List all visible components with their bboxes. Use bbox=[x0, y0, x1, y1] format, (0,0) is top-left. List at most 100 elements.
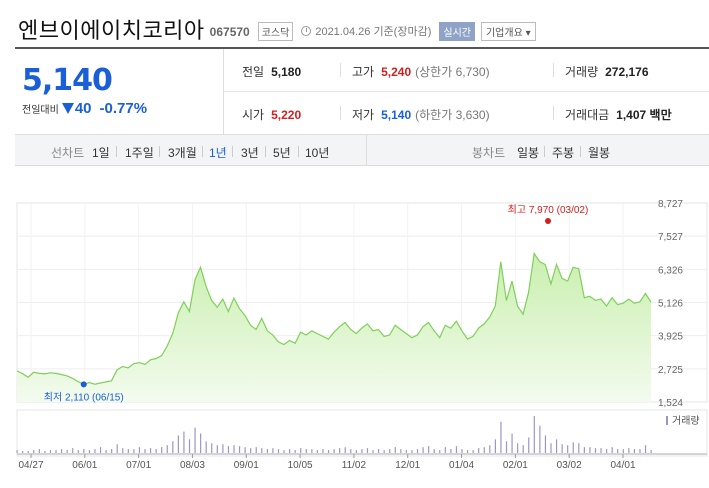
volume-bar bbox=[227, 446, 230, 453]
volume-bar bbox=[361, 449, 363, 453]
current-price: 5,140 bbox=[22, 63, 113, 98]
candle-daily[interactable]: 일봉 bbox=[517, 146, 540, 160]
candle-chart-label: 봉차트 bbox=[472, 146, 506, 160]
min-point bbox=[80, 381, 87, 388]
volume-bar bbox=[494, 439, 496, 453]
candle-monthly[interactable]: 월봉 bbox=[588, 146, 611, 160]
y-tick-label: 2,725 bbox=[658, 365, 683, 376]
volume-bar bbox=[644, 445, 647, 453]
x-tick-label: 04/27 bbox=[18, 460, 43, 471]
stat-prev-value: 5,180 bbox=[271, 64, 302, 79]
volume-bar bbox=[450, 449, 452, 453]
volume-bar bbox=[416, 449, 419, 453]
stat-prev: 전일 5,180 bbox=[242, 63, 301, 80]
y-tick-label: 1,524 bbox=[658, 398, 683, 409]
stat-low-label: 저가 bbox=[352, 108, 375, 122]
volume-bar bbox=[333, 449, 335, 453]
price-chart: 8,727 7,527 6,326 5,126 3,925 2,725 1,524 04/27… bbox=[0, 166, 709, 483]
volume-bar bbox=[555, 439, 558, 453]
volume-bar bbox=[483, 447, 485, 453]
volume-bar bbox=[77, 450, 79, 453]
lower-limit: (하한가 3,630) bbox=[415, 108, 490, 122]
volume-bar bbox=[611, 447, 613, 453]
change-value: 40 bbox=[74, 100, 92, 117]
x-tick-label: 08/03 bbox=[180, 460, 205, 471]
down-triangle-icon bbox=[61, 103, 74, 114]
volume-bar bbox=[383, 450, 385, 453]
stat-high: 고가 5,240 (상한가 6,730) bbox=[352, 63, 490, 80]
volume-bar bbox=[466, 450, 469, 453]
volume-bar bbox=[472, 450, 474, 453]
volume-bar bbox=[444, 447, 446, 453]
stat-open-label: 시가 bbox=[242, 108, 265, 122]
volume-bar bbox=[389, 449, 391, 453]
price-box: 5,140 전일대비 40 -0.77% bbox=[15, 49, 224, 134]
volume-bar bbox=[172, 441, 174, 453]
corp-info-dropdown[interactable]: 기업개요 ▾ bbox=[480, 21, 536, 41]
period-1w[interactable]: 1주일 bbox=[125, 146, 154, 160]
volume-bar bbox=[327, 450, 330, 453]
y-tick-label: 7,527 bbox=[658, 232, 683, 243]
stat-amount-label: 거래대금 bbox=[565, 108, 610, 122]
volume-bar bbox=[22, 451, 24, 453]
realtime-button[interactable]: 실시간 bbox=[439, 21, 475, 41]
stat-open-value: 5,220 bbox=[271, 107, 302, 122]
volume-bar bbox=[455, 446, 458, 453]
price-chart-svg: 8,727 7,527 6,326 5,126 3,925 2,725 1,524 04/27… bbox=[16, 199, 708, 471]
volume-bar bbox=[155, 449, 157, 453]
volume-bar bbox=[133, 449, 135, 453]
y-tick-label: 6,326 bbox=[658, 265, 683, 276]
volume-bar bbox=[222, 444, 224, 453]
volume-bar bbox=[511, 433, 513, 453]
volume-bar bbox=[544, 435, 547, 453]
period-1d[interactable]: 1일 bbox=[92, 146, 110, 160]
volume-bar bbox=[550, 443, 552, 453]
volume-bar bbox=[244, 447, 246, 453]
x-tick-label: 01/04 bbox=[449, 460, 474, 471]
volume-bar bbox=[161, 447, 163, 453]
period-10y[interactable]: 10년 bbox=[305, 146, 330, 160]
volume-bar bbox=[300, 448, 302, 453]
period-3m[interactable]: 3개월 bbox=[168, 146, 197, 160]
line-chart-label: 선차트 bbox=[51, 146, 85, 160]
stat-high-value: 5,240 bbox=[381, 64, 412, 79]
stat-volume: 거래량 272,176 bbox=[565, 63, 649, 80]
volume-bar bbox=[366, 448, 369, 453]
volume-bar bbox=[194, 427, 196, 453]
x-tick-label: 11/02 bbox=[342, 460, 367, 471]
volume-frame bbox=[16, 409, 708, 457]
volume-legend-swatch bbox=[666, 416, 668, 425]
volume-bar bbox=[400, 449, 402, 453]
volume-bar bbox=[505, 441, 508, 453]
volume-bar bbox=[283, 450, 285, 453]
volume-bar bbox=[372, 450, 374, 453]
volume-bar bbox=[528, 437, 530, 453]
volume-bar bbox=[38, 449, 40, 453]
volume-bar bbox=[233, 445, 235, 453]
volume-bar bbox=[572, 442, 574, 453]
volume-bar bbox=[105, 450, 107, 453]
period-5y[interactable]: 5년 bbox=[273, 146, 291, 160]
volume-bar bbox=[339, 448, 341, 453]
volume-bar bbox=[583, 447, 585, 453]
volume-bar bbox=[272, 448, 274, 453]
volume-bar bbox=[294, 450, 296, 453]
volume-bar bbox=[650, 450, 652, 453]
volume-bar bbox=[594, 448, 597, 453]
volume-bar bbox=[88, 450, 90, 453]
volume-bar bbox=[633, 449, 636, 453]
volume-bar bbox=[49, 450, 52, 453]
header-divider bbox=[15, 47, 709, 49]
period-3y[interactable]: 3년 bbox=[241, 146, 259, 160]
divider bbox=[553, 63, 554, 77]
candle-weekly[interactable]: 주봉 bbox=[552, 146, 575, 160]
volume-bar bbox=[116, 444, 118, 453]
volume-bar bbox=[238, 446, 241, 453]
volume-bar bbox=[305, 449, 307, 453]
volume-bar bbox=[94, 449, 96, 453]
volume-bar bbox=[205, 441, 207, 453]
period-1y[interactable]: 1년 bbox=[209, 146, 227, 160]
stock-name: 엔브이에이치코리아 bbox=[18, 19, 205, 44]
volume-bar bbox=[55, 450, 57, 453]
volume-bar bbox=[16, 450, 18, 453]
